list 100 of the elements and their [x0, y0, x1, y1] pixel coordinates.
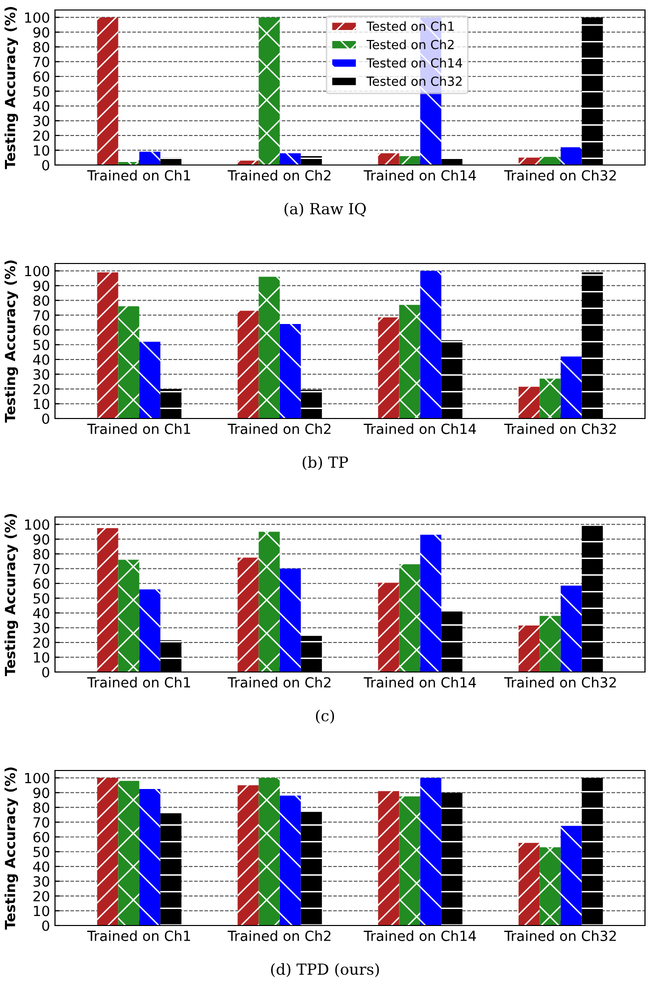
y-axis-title: Testing Accuracy (%) [4, 514, 18, 676]
x-tick-label: Trained on Ch1 [87, 930, 190, 942]
bar [399, 564, 420, 672]
y-tick-label: 60 [33, 71, 50, 82]
bar [399, 796, 420, 926]
bar [258, 778, 280, 926]
bar [518, 626, 540, 672]
y-tick-label: 40 [33, 354, 50, 365]
bar [540, 616, 561, 672]
bar [560, 826, 582, 926]
x-tick-label: Trained on Ch2 [228, 930, 330, 942]
bar [238, 558, 259, 672]
bar [97, 778, 118, 926]
bar [97, 528, 118, 672]
y-tick-label: 100 [25, 266, 50, 276]
bar [97, 17, 118, 165]
bar [518, 842, 540, 926]
bar [518, 386, 540, 418]
x-tick-label: Trained on Ch1 [87, 423, 190, 434]
x-tick-label: Trained on Ch1 [87, 170, 190, 181]
bar [540, 156, 561, 165]
y-axis-title: Testing Accuracy (%) [4, 260, 18, 423]
y-tick-label: 10 [34, 398, 50, 410]
y-tick-label: 30 [34, 369, 50, 380]
y-tick-label: 90 [33, 27, 50, 38]
y-tick-label: 90 [33, 280, 50, 292]
bar [238, 160, 259, 165]
x-tick-label: Trained on Ch2 [228, 676, 330, 688]
legend-label: Tested on Ch14 [366, 58, 462, 68]
bar [300, 812, 322, 926]
bar [378, 791, 400, 926]
y-tick-label: 50 [34, 593, 50, 604]
bar [582, 272, 603, 418]
y-tick-label: 100 [25, 772, 50, 784]
bar [160, 640, 182, 672]
bar [280, 324, 301, 418]
y-tick-label: 60 [33, 578, 50, 589]
y-tick-label: 20 [33, 130, 50, 141]
bar [560, 586, 582, 672]
bar [582, 778, 603, 926]
y-tick-label: 10 [34, 906, 50, 916]
x-tick-label: Trained on Ch14 [364, 930, 476, 942]
bar [560, 356, 582, 418]
bar [518, 158, 540, 165]
y-tick-label: 80 [33, 548, 50, 560]
bar [378, 582, 400, 672]
legend-label: Tested on Ch2 [366, 40, 454, 50]
y-tick-label: 30 [34, 116, 50, 126]
x-tick-label: Trained on Ch14 [364, 423, 476, 434]
bar [160, 813, 182, 926]
bar [280, 796, 301, 926]
legend-label: Tested on Ch1 [366, 21, 454, 31]
y-axis-title: Testing Accuracy (%) [4, 767, 18, 930]
bar [280, 568, 301, 672]
bar [139, 589, 160, 672]
text: (d) TPD (ours) [271, 963, 379, 978]
x-tick-label: Trained on Ch1 [87, 676, 190, 688]
bar [441, 611, 462, 672]
y-tick-label: 0 [42, 413, 50, 424]
bar [300, 390, 322, 418]
y-tick-label: 70 [34, 310, 50, 321]
bar [139, 342, 160, 418]
bar [258, 532, 280, 672]
bar [300, 636, 322, 672]
y-tick-label: 40 [33, 100, 50, 112]
y-tick-label: 20 [33, 637, 50, 648]
y-tick-label: 50 [34, 340, 50, 350]
bar [540, 847, 561, 926]
y-tick-label: 80 [33, 802, 50, 813]
x-tick-label: Trained on Ch14 [364, 170, 476, 181]
bar [238, 785, 259, 926]
y-tick-label: 50 [34, 846, 50, 858]
y-tick-label: 80 [33, 42, 50, 52]
y-tick-label: 20 [33, 384, 50, 394]
x-tick-label: Trained on Ch32 [504, 170, 616, 181]
y-tick-label: 30 [34, 622, 50, 634]
y-tick-label: 10 [34, 652, 50, 663]
bar [258, 276, 280, 418]
y-tick-label: 60 [33, 324, 50, 336]
y-tick-label: 100 [25, 12, 50, 23]
y-tick-label: 100 [25, 519, 50, 530]
bar [582, 526, 603, 672]
bar [97, 272, 118, 418]
bar [441, 340, 462, 418]
bar [582, 17, 603, 165]
y-tick-label: 40 [33, 861, 50, 872]
y-tick-label: 10 [34, 145, 50, 156]
y-tick-label: 40 [33, 608, 50, 618]
bar [441, 158, 462, 165]
bar [258, 17, 280, 165]
bar [160, 388, 182, 418]
x-tick-label: Trained on Ch32 [504, 423, 616, 434]
y-tick-label: 90 [33, 788, 50, 798]
y-tick-label: 0 [42, 920, 50, 931]
bar [441, 792, 462, 926]
y-axis-title: Testing Accuracy (%) [4, 6, 18, 170]
bar [280, 153, 301, 165]
bar [300, 156, 322, 165]
bar [238, 310, 259, 418]
x-tick-label: Trained on Ch2 [228, 423, 330, 434]
